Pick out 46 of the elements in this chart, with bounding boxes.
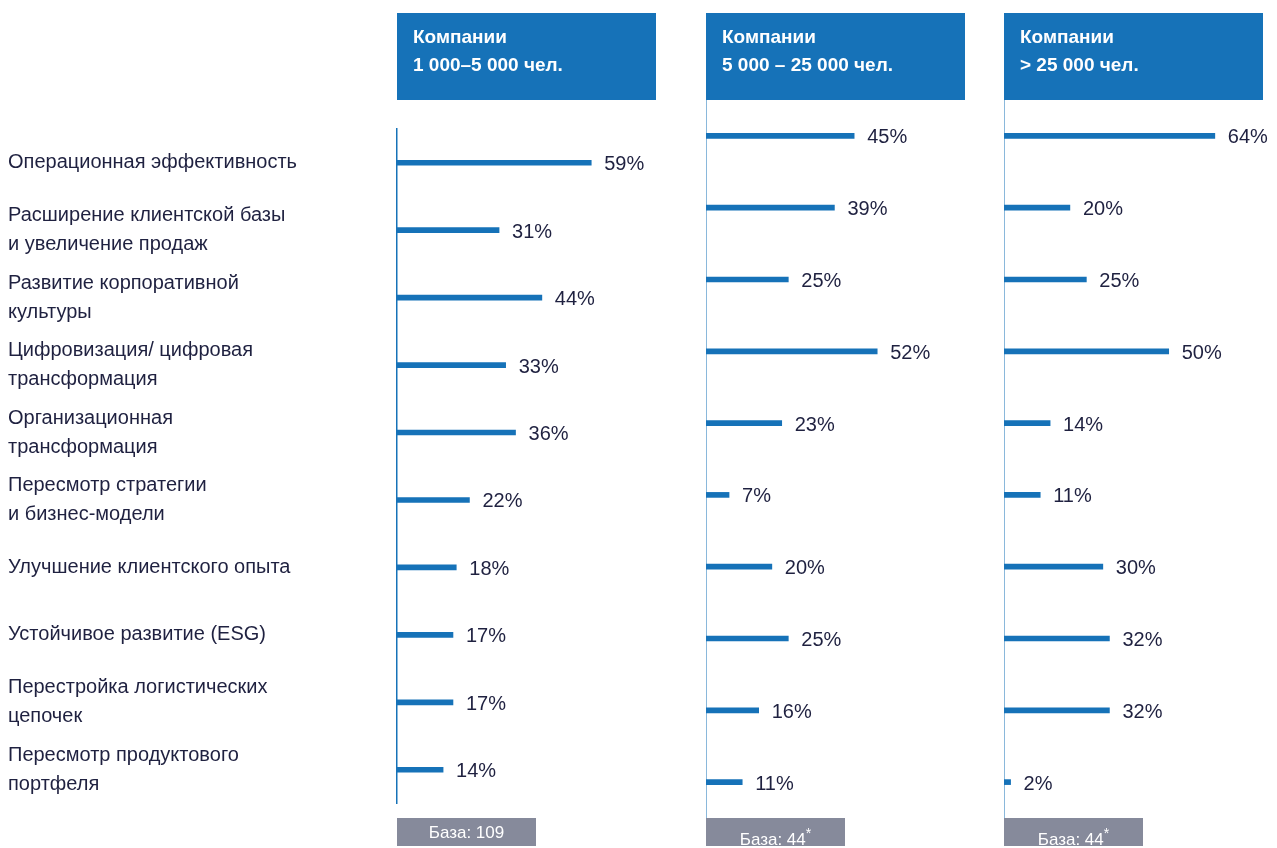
text: База: 44$^{*}$ <box>1004 818 1143 848</box>
y-tick-label: Организационная трансформация <box>8 405 173 457</box>
data-label: 45% <box>867 125 908 148</box>
data-label: 23% <box>794 412 835 435</box>
data-label: 2% <box>1023 771 1053 794</box>
data-label: 11% <box>1053 484 1092 507</box>
data-label: 22% <box>482 489 523 512</box>
data-label: 32% <box>1122 699 1163 722</box>
chart-title: Компании 1 000–5 000 чел. <box>397 13 656 100</box>
chart-title: Компании > 25 000 чел. <box>1004 13 1263 100</box>
data-label: 18% <box>469 556 510 579</box>
data-label: 44% <box>554 287 596 310</box>
data-label: 25% <box>1099 269 1140 292</box>
y-tick-label: Устойчивое развитие (ESG) <box>8 622 266 645</box>
data-label: 20% <box>784 556 826 579</box>
data-label: 31% <box>512 219 553 242</box>
data-label: 14% <box>1063 412 1104 435</box>
data-label: 52% <box>890 340 931 363</box>
data-label: 17% <box>465 691 507 714</box>
data-label: 39% <box>847 197 888 220</box>
data-label: 32% <box>1122 628 1163 651</box>
data-label: 25% <box>801 628 842 651</box>
data-label: 30% <box>1115 556 1157 579</box>
data-label: 25% <box>801 269 842 292</box>
data-label: 33% <box>518 354 559 377</box>
data-label: 20% <box>1082 197 1124 220</box>
y-tick-label: Операционная эффективность <box>8 150 298 173</box>
data-label: 59% <box>604 152 645 175</box>
data-label: 7% <box>742 484 772 507</box>
text: База: 44$^{*}$ <box>706 818 845 848</box>
data-label: 36% <box>528 422 569 445</box>
y-tick-label: Пересмотр продуктового портфеля <box>8 742 239 794</box>
data-label: 50% <box>1181 340 1222 363</box>
data-label: 11% <box>755 771 794 794</box>
data-label: 64% <box>1227 125 1269 148</box>
data-label: 16% <box>771 699 812 722</box>
data-label: 14% <box>456 759 497 782</box>
y-tick-label: Расширение клиентской базы и увеличение продаж <box>8 203 286 255</box>
data-label: 17% <box>465 624 507 647</box>
text: База: 109 <box>397 818 536 846</box>
y-tick-label: Перестройка логистических цепочек <box>8 675 268 727</box>
y-tick-label: Улучшение клиентского опыта <box>8 554 292 577</box>
chart-title: Компании 5 000 – 25 000 чел. <box>706 13 965 100</box>
y-tick-label: Развитие корпоративной культуры <box>8 270 239 322</box>
y-tick-label: Пересмотр стратегии и бизнес-модели <box>8 472 207 524</box>
y-tick-label: Цифровизация/ цифровая трансформация <box>8 338 254 390</box>
